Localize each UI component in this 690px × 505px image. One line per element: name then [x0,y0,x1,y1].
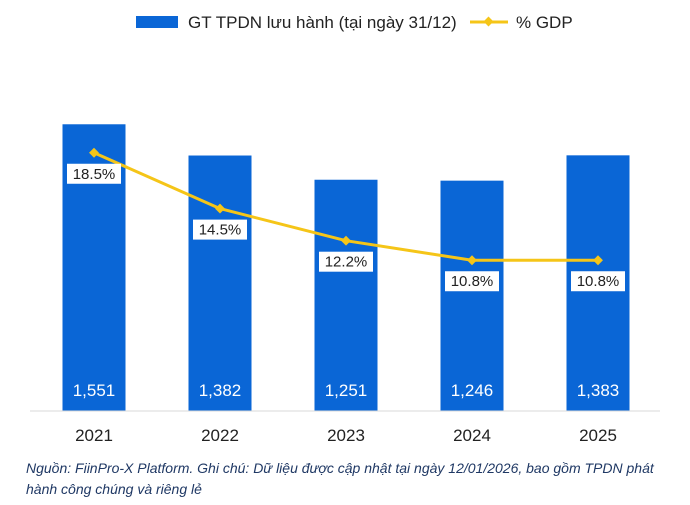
gdp-point-2021 [89,147,99,158]
bar-value-label-2024: 1,246 [451,381,494,400]
bar-value-label-2021: 1,551 [73,381,116,400]
gdp-point-2022 [215,203,225,214]
bar-2024 [440,180,504,411]
gdp-label-box-2022 [193,219,247,240]
bar-2023 [314,179,378,411]
source-note: Nguồn: FiinPro-X Platform. Ghi chú: Dữ l… [26,460,654,497]
gdp-value-label-2021: 18.5% [73,166,116,183]
chart-area: GT TPDN lưu hành (tại ngày 31/12) % GDP … [30,13,660,445]
x-tick-label-2022: 2022 [201,426,239,445]
gdp-label-box-2021 [67,163,121,184]
x-tick-label-2023: 2023 [327,426,365,445]
bar-2022 [188,155,252,411]
bar-value-label-2022: 1,382 [199,381,242,400]
gdp-point-2024 [467,255,477,266]
x-tick-label-2025: 2025 [579,426,617,445]
bar-value-label-2023: 1,251 [325,381,368,400]
x-tick-label-2021: 2021 [75,426,113,445]
x-tick-label-2024: 2024 [453,426,491,445]
legend-label-bars: GT TPDN lưu hành (tại ngày 31/12) [188,13,457,32]
gdp-label-box-2025 [571,271,625,292]
gdp-value-label-2022: 14.5% [199,222,242,239]
gdp-label-box-2024 [445,271,499,292]
gdp-value-label-2025: 10.8% [577,273,620,290]
legend-swatch-bars [136,16,178,28]
gdp-point-2025 [593,255,603,266]
gdp-value-label-2024: 10.8% [451,273,494,290]
gdp-label-box-2023 [319,251,373,272]
legend-label-line: % GDP [516,13,573,32]
gdp-point-2023 [341,235,351,246]
bar-value-label-2025: 1,383 [577,381,620,400]
legend: GT TPDN lưu hành (tại ngày 31/12) % GDP [136,13,573,32]
gdp-value-label-2023: 12.2% [325,254,368,271]
legend-swatch-marker [483,16,494,27]
